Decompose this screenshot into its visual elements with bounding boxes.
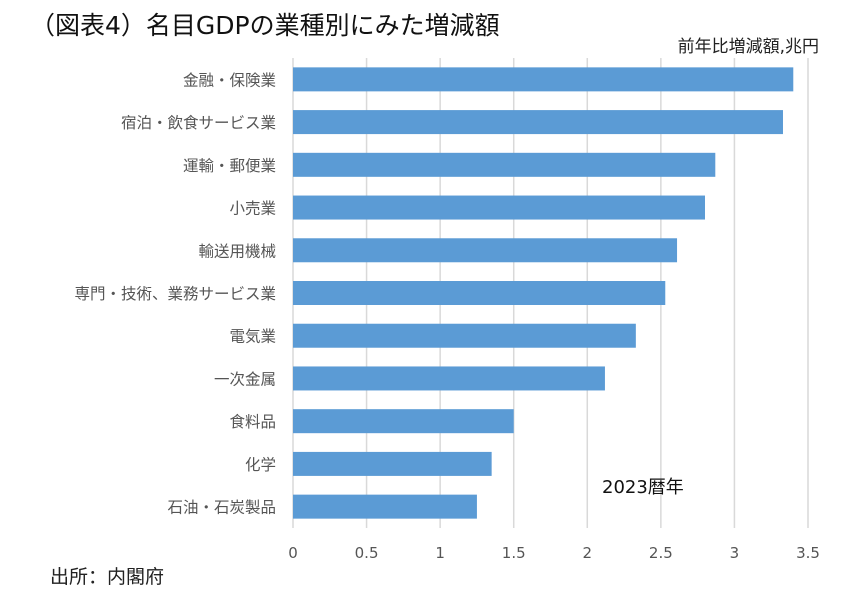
category-label: 電気業	[229, 328, 276, 346]
bar	[293, 323, 636, 348]
chart-title: （図表4）名目GDPの業種別にみた増減額	[30, 11, 500, 40]
x-tick-label: 0	[288, 544, 298, 562]
x-tick-label: 2	[583, 544, 593, 562]
annotation-year: 2023暦年	[602, 477, 684, 498]
x-tick-label: 3.5	[796, 544, 820, 562]
category-label: 運輸・郵便業	[183, 157, 276, 175]
category-label: 専門・技術、業務サービス業	[74, 285, 276, 303]
bar	[293, 195, 705, 220]
category-label: 輸送用機械	[198, 242, 276, 260]
category-label: 食料品	[229, 413, 276, 431]
category-label: 金融・保険業	[183, 71, 276, 89]
bar	[293, 67, 794, 92]
x-tick-label: 1.5	[502, 544, 526, 562]
category-label: 宿泊・飲食サービス業	[121, 114, 276, 132]
bar	[293, 238, 678, 263]
category-label: 石油・石炭製品	[167, 499, 276, 517]
source-note: 出所：内閣府	[50, 566, 165, 588]
category-label: 一次金属	[214, 370, 276, 388]
bar	[293, 494, 477, 519]
bar	[293, 281, 666, 305]
bar	[293, 451, 492, 476]
x-tick-label: 1	[435, 544, 445, 562]
category-label: 小売業	[229, 200, 276, 218]
x-tick-label: 3	[730, 544, 740, 562]
bar	[293, 366, 605, 391]
category-label: 化学	[245, 456, 276, 474]
unit-label: 前年比増減額,兆円	[677, 37, 819, 57]
bar	[293, 152, 716, 177]
bar	[293, 409, 514, 434]
x-tick-label: 0.5	[355, 544, 379, 562]
bar	[293, 110, 783, 135]
x-tick-label: 2.5	[649, 544, 673, 562]
